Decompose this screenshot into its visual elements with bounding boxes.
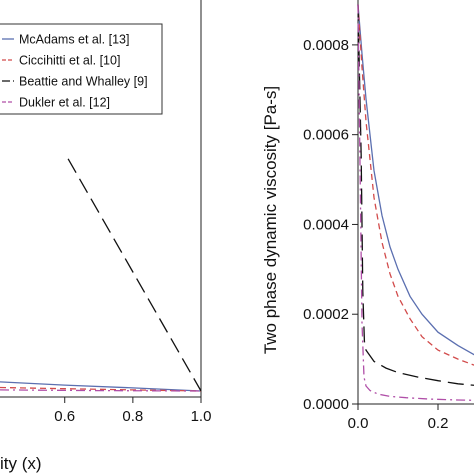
panel-right-x-tick-label: 0.2: [428, 415, 449, 432]
panel-right-series-beattie-and-whalley-9: [357, 4, 474, 386]
panel-right-y-tick-label: 0.0008: [303, 37, 349, 54]
left-chart-panel: 0.6 0.8 1.0 ity (x) McAdams et al. [13] Cicci…: [0, 0, 211, 473]
legend-box: [0, 23, 163, 115]
panel-right-series-dukler-et-al-12: [357, 4, 474, 401]
legend-label-mcadams-et-al-13: McAdams et al. [13]: [19, 33, 129, 47]
panel-right-x-tick-label: 0.0: [348, 415, 369, 432]
panel-left-series-ciccihitti-et-al-10: [0, 386, 202, 392]
panel-right-y-axis-label: Two phase dynamic viscosity [Pa-s]: [261, 86, 280, 354]
panel-right-series-ciccihitti-et-al-10: [357, 4, 474, 366]
legend: McAdams et al. [13] Ciccihitti et al. [10…: [0, 23, 163, 115]
panel-left-x-tick-label: 0.8: [122, 408, 143, 425]
panel-right-y-tick-label: 0.0000: [303, 396, 349, 413]
legend-label-beattie-and-whalley-9: Beattie and Whalley [9]: [19, 75, 148, 89]
panel-right-y-tick-label: 0.0006: [303, 127, 349, 144]
panel-left-series-beattie-and-whalley-9: [67, 158, 202, 392]
right-chart-panel: 0.0 0.2 0.0000 0.0002 0.0004 0.0006 0.0008 Two …: [261, 0, 474, 432]
panel-right-y-tick-label: 0.0002: [303, 306, 349, 323]
panel-left-series-mcadams-et-al-13: [0, 381, 202, 392]
panel-right-series-mcadams-et-al-13: [357, 4, 474, 356]
panel-left-x-tick-label: 1.0: [191, 408, 212, 425]
panel-left-x-tick-label: 0.6: [54, 408, 75, 425]
panel-left-series-dukler-et-al-12: [0, 389, 202, 392]
panel-left-x-axis-label: ity (x): [0, 454, 42, 473]
legend-label-ciccihitti-et-al-10: Ciccihitti et al. [10]: [19, 54, 120, 68]
panel-right-y-tick-label: 0.0004: [303, 216, 349, 233]
legend-label-dukler-et-al-12: Dukler et al. [12]: [19, 96, 110, 110]
